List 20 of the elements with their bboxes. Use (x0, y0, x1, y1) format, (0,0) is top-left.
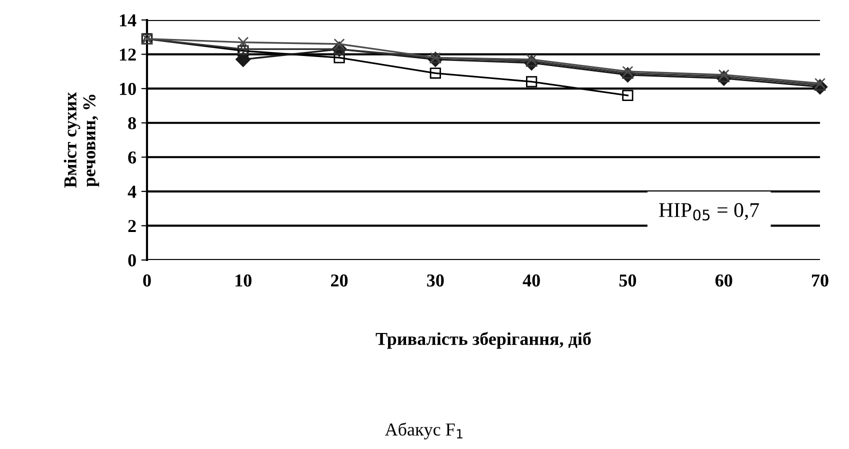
annotation: HIP$_{05}$ = 0,7 (659, 203, 759, 221)
y-tick-label: 4 (128, 186, 136, 198)
x-axis-title: Тривалість зберігання, діб (376, 332, 591, 349)
y-axis-title: Вміст сухих речовин, % (64, 92, 100, 188)
x-tick-label: 70 (812, 274, 828, 287)
x-tick-label: 60 (715, 274, 732, 287)
x-tick-label: 0 (143, 274, 151, 287)
y-tick-label: 10 (120, 82, 136, 96)
text: Абакус F$_{1}$ (384, 422, 462, 440)
y-tick-label: 8 (128, 117, 136, 130)
y-tick-label: 6 (128, 151, 136, 164)
x-tick-label: 30 (427, 274, 444, 287)
y-tick-label: 12 (120, 48, 136, 61)
x-tick-label: 20 (331, 274, 348, 287)
y-tick-label: 0 (128, 254, 136, 266)
x-tick-label: 50 (619, 274, 636, 287)
x-tick-label: 10 (236, 274, 252, 287)
x-tick-label: 40 (522, 274, 540, 287)
y-tick-label: 14 (120, 14, 136, 26)
y-tick-label: 2 (128, 220, 136, 232)
